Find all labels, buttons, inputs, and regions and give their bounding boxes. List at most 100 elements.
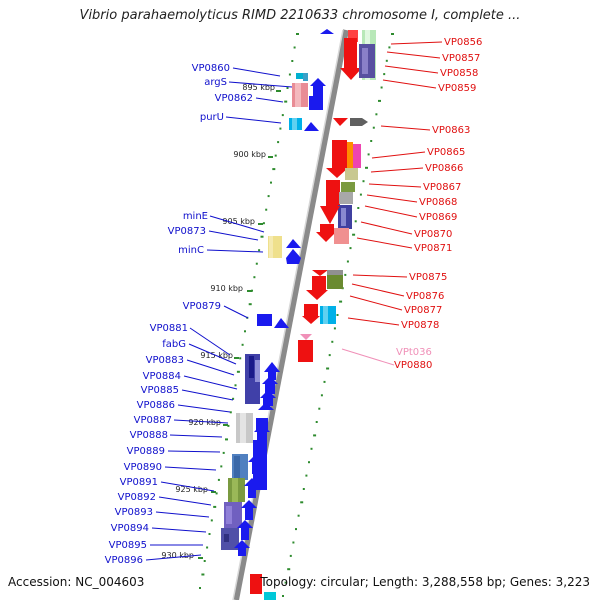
gene-label-VP0880[interactable]: VP0880 <box>394 360 432 371</box>
gene-label-VP0863[interactable]: VP0863 <box>432 125 470 136</box>
tick-mark <box>284 581 287 584</box>
gene-label-VP0896[interactable]: VP0896 <box>105 555 143 566</box>
tick-mark <box>213 505 217 508</box>
gene-label-VP0858[interactable]: VP0858 <box>440 68 478 79</box>
tick-mark <box>279 127 282 130</box>
tick-mark <box>292 541 295 544</box>
accession-text: Accession: NC_004603 <box>8 575 145 589</box>
gene-label-VP0879[interactable]: VP0879 <box>183 301 221 312</box>
gene-label-VP0862[interactable]: VP0862 <box>215 93 253 104</box>
tick-mark <box>308 461 310 464</box>
gene-label-VP0869[interactable]: VP0869 <box>419 212 457 223</box>
gene-label-VP0875[interactable]: VP0875 <box>409 272 447 283</box>
gene-label-VP0873[interactable]: VP0873 <box>168 226 206 237</box>
tick-mark <box>323 380 326 383</box>
tick-mark <box>236 370 240 373</box>
gene-label-VP0860[interactable]: VP0860 <box>192 63 230 74</box>
gene-label-VP0884[interactable]: VP0884 <box>143 371 181 382</box>
gene-label-VP0887[interactable]: VP0887 <box>134 415 172 426</box>
tick-mark <box>199 587 201 589</box>
scale-label-905: 905 kbp <box>222 217 255 226</box>
tick-mark <box>255 262 258 265</box>
tick-mark <box>333 327 336 330</box>
gene-label-VP0885[interactable]: VP0885 <box>141 385 179 396</box>
forward-strand-genes <box>221 29 334 556</box>
gene-label-VP0890[interactable]: VP0890 <box>124 462 162 473</box>
tick-mark <box>375 113 378 116</box>
tick-mark <box>227 424 230 427</box>
tick-mark <box>365 166 368 169</box>
tick-mark <box>296 33 299 35</box>
tick-mark <box>357 207 360 209</box>
gene-label-VP0870[interactable]: VP0870 <box>414 229 452 240</box>
gene-label-VP0881[interactable]: VP0881 <box>150 323 188 334</box>
gene-label-fabG[interactable]: fabG <box>162 339 186 350</box>
rna-label-VPt036[interactable]: VPt036 <box>396 347 432 358</box>
tick-mark <box>336 314 339 316</box>
tick-mark <box>378 99 381 102</box>
gene-label-VP0876[interactable]: VP0876 <box>406 291 444 302</box>
tick-mark <box>352 233 356 236</box>
scale-label-920: 920 kbp <box>188 418 221 427</box>
tick-mark <box>287 568 291 571</box>
left-connectors <box>145 67 293 561</box>
gene-label-VP0857[interactable]: VP0857 <box>442 53 480 64</box>
tick-mark <box>217 478 220 481</box>
gene-label-VP0877[interactable]: VP0877 <box>404 305 442 316</box>
tick-mark <box>215 492 218 495</box>
tick-mark <box>208 533 211 535</box>
tick-mark <box>367 153 370 156</box>
tick-mark <box>372 126 375 129</box>
gene-label-VP0866[interactable]: VP0866 <box>425 163 463 174</box>
gene-label-VP0868[interactable]: VP0868 <box>419 197 457 208</box>
tick-mark <box>302 488 305 490</box>
gene-label-VP0888[interactable]: VP0888 <box>130 430 168 441</box>
gene-label-VP0883[interactable]: VP0883 <box>146 355 184 366</box>
gene-label-VP0891[interactable]: VP0891 <box>120 477 158 488</box>
tick-mark <box>225 438 228 441</box>
tick-mark <box>291 60 294 62</box>
tick-mark <box>349 247 352 250</box>
gene-label-VP0865[interactable]: VP0865 <box>427 147 465 158</box>
gene-label-VP0878[interactable]: VP0878 <box>401 320 439 331</box>
tick-mark <box>265 208 268 211</box>
tick-mark <box>277 141 280 144</box>
gene-label-minE[interactable]: minE <box>183 211 208 222</box>
tick-mark <box>385 59 388 62</box>
tick-mark <box>339 300 343 303</box>
tick-mark <box>286 87 289 89</box>
scale-label-930: 930 kbp <box>161 551 194 560</box>
reverse-strand-genes <box>250 30 376 600</box>
gene-label-VP0894[interactable]: VP0894 <box>111 523 149 534</box>
tick-mark <box>284 100 288 103</box>
gene-label-VP0856[interactable]: VP0856 <box>444 37 482 48</box>
tick-mark <box>260 235 264 238</box>
tick-mark <box>300 501 304 504</box>
gene-label-VP0871[interactable]: VP0871 <box>414 243 452 254</box>
tick-mark <box>253 276 256 279</box>
tick-mark <box>297 514 300 517</box>
gene-label-minC[interactable]: minC <box>178 245 204 256</box>
gene-label-VP0886[interactable]: VP0886 <box>137 400 175 411</box>
tick-mark <box>310 447 313 450</box>
gene-label-VP0895[interactable]: VP0895 <box>109 540 147 551</box>
gene-label-VP0867[interactable]: VP0867 <box>423 182 461 193</box>
tick-mark <box>258 249 261 252</box>
gene-label-VP0892[interactable]: VP0892 <box>118 492 156 503</box>
reverse-gene-labels: VP0856 VP0857 VP0858 VP0859 VP0863 VP086… <box>394 37 482 371</box>
tick-mark <box>201 573 205 576</box>
gene-label-VP0889[interactable]: VP0889 <box>127 446 165 457</box>
gene-label-purU[interactable]: purU <box>200 112 224 123</box>
forward-gene-labels: VP0860 argS VP0862 purU minE VP0873 minC… <box>105 63 253 566</box>
tick-mark <box>210 519 213 522</box>
scale-label-900: 900 kbp <box>233 150 266 159</box>
tick-mark <box>295 528 297 531</box>
tick-mark <box>346 260 349 263</box>
tick-mark <box>272 168 276 171</box>
tick-mark <box>383 73 386 76</box>
gene-label-VP0893[interactable]: VP0893 <box>115 507 153 518</box>
tick-track <box>199 33 394 597</box>
gene-label-VP0859[interactable]: VP0859 <box>438 83 476 94</box>
gene-label-argS[interactable]: argS <box>204 77 227 88</box>
